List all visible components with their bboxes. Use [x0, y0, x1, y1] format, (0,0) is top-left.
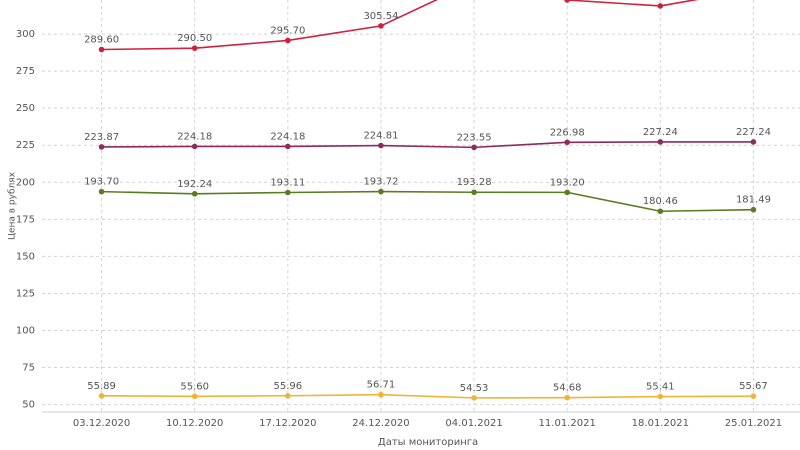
y-tick-label: 100 [16, 325, 35, 336]
data-label: 56.71 [367, 380, 396, 391]
data-point [285, 143, 291, 150]
data-label: 55.67 [739, 381, 768, 392]
series-line [101, 141, 754, 149]
data-point [564, 189, 570, 196]
data-point [98, 188, 105, 195]
y-tick-label: 125 [16, 288, 35, 299]
x-tick-label: 17.12.2020 [259, 418, 316, 429]
data-point [191, 190, 198, 197]
data-point [98, 144, 105, 150]
data-point [378, 391, 384, 398]
data-label: 193.70 [84, 177, 119, 188]
data-point [191, 45, 198, 51]
data-label: 193.28 [457, 177, 492, 188]
data-point [98, 393, 105, 399]
data-point [564, 139, 570, 146]
data-point [564, 0, 570, 3]
data-label: 193.11 [270, 177, 305, 188]
data-label: 223.87 [84, 132, 119, 143]
data-label: 223.55 [457, 132, 492, 143]
data-label: 55.89 [87, 381, 116, 392]
data-label: 55.41 [646, 382, 675, 393]
data-point [285, 392, 291, 399]
data-label: 224.81 [363, 131, 398, 142]
data-label: 226.98 [550, 127, 585, 138]
data-point [657, 3, 664, 9]
x-tick-label: 10.12.2020 [166, 418, 223, 429]
series-line [101, 0, 699, 51]
series-line [101, 190, 754, 213]
data-label: 290.50 [177, 33, 212, 44]
data-label: 55.60 [180, 381, 209, 392]
data-point [378, 142, 384, 149]
x-tick-label: 25.01.2021 [725, 418, 782, 429]
data-point [378, 188, 384, 195]
data-label: 54.53 [460, 383, 489, 394]
data-point [657, 208, 664, 215]
data-point [191, 393, 198, 400]
series-line [101, 393, 754, 399]
x-tick-label: 04.01.2021 [445, 418, 502, 429]
data-point [750, 393, 757, 399]
data-label: 54.68 [553, 383, 582, 394]
data-point [750, 206, 757, 213]
y-tick-label: 75 [22, 363, 35, 374]
data-point [471, 144, 477, 151]
data-point [657, 393, 664, 400]
y-tick-label: 175 [16, 214, 35, 225]
data-point [564, 394, 570, 401]
data-point [378, 23, 384, 29]
data-label: 227.24 [643, 127, 678, 138]
y-tick-label: 150 [16, 251, 35, 262]
data-point [471, 395, 477, 401]
data-label: 289.60 [84, 34, 119, 45]
y-tick-label: 50 [22, 400, 35, 411]
data-label: 305.54 [363, 11, 398, 22]
y-tick-label: 300 [16, 29, 35, 40]
y-tick-label: 200 [16, 177, 35, 188]
y-tick-label: 225 [16, 140, 35, 151]
data-label: 193.20 [550, 177, 585, 188]
x-tick-label: 03.12.2020 [73, 418, 130, 429]
data-label: 181.49 [736, 195, 771, 206]
data-label: 180.46 [643, 196, 678, 207]
data-point [471, 189, 477, 196]
x-tick-label: 24.12.2020 [352, 418, 409, 429]
data-point [98, 46, 105, 53]
data-point [750, 139, 757, 145]
data-label: 295.70 [270, 25, 305, 36]
data-point [285, 189, 291, 196]
plot-area: 289.60 290.50 295.70 305.54 223.87 224.18 224.… [84, 0, 771, 401]
grid [42, 0, 800, 413]
data-label: 192.24 [177, 179, 212, 190]
data-point [285, 37, 291, 44]
data-label: 224.18 [270, 131, 305, 142]
y-tick-label: 275 [16, 66, 35, 77]
data-point [191, 143, 198, 150]
data-point [657, 139, 664, 145]
x-axis-title: Даты мониторинга [378, 437, 478, 448]
y-tick-label: 250 [16, 103, 35, 114]
data-label: 224.18 [177, 131, 212, 142]
data-label: 55.96 [273, 381, 302, 392]
x-tick-label: 18.01.2021 [632, 418, 689, 429]
x-tick-label: 11.01.2021 [539, 418, 596, 429]
data-label: 193.72 [363, 177, 398, 188]
data-label: 227.24 [736, 127, 771, 138]
y-axis-title: Цена в рублях [8, 171, 18, 240]
